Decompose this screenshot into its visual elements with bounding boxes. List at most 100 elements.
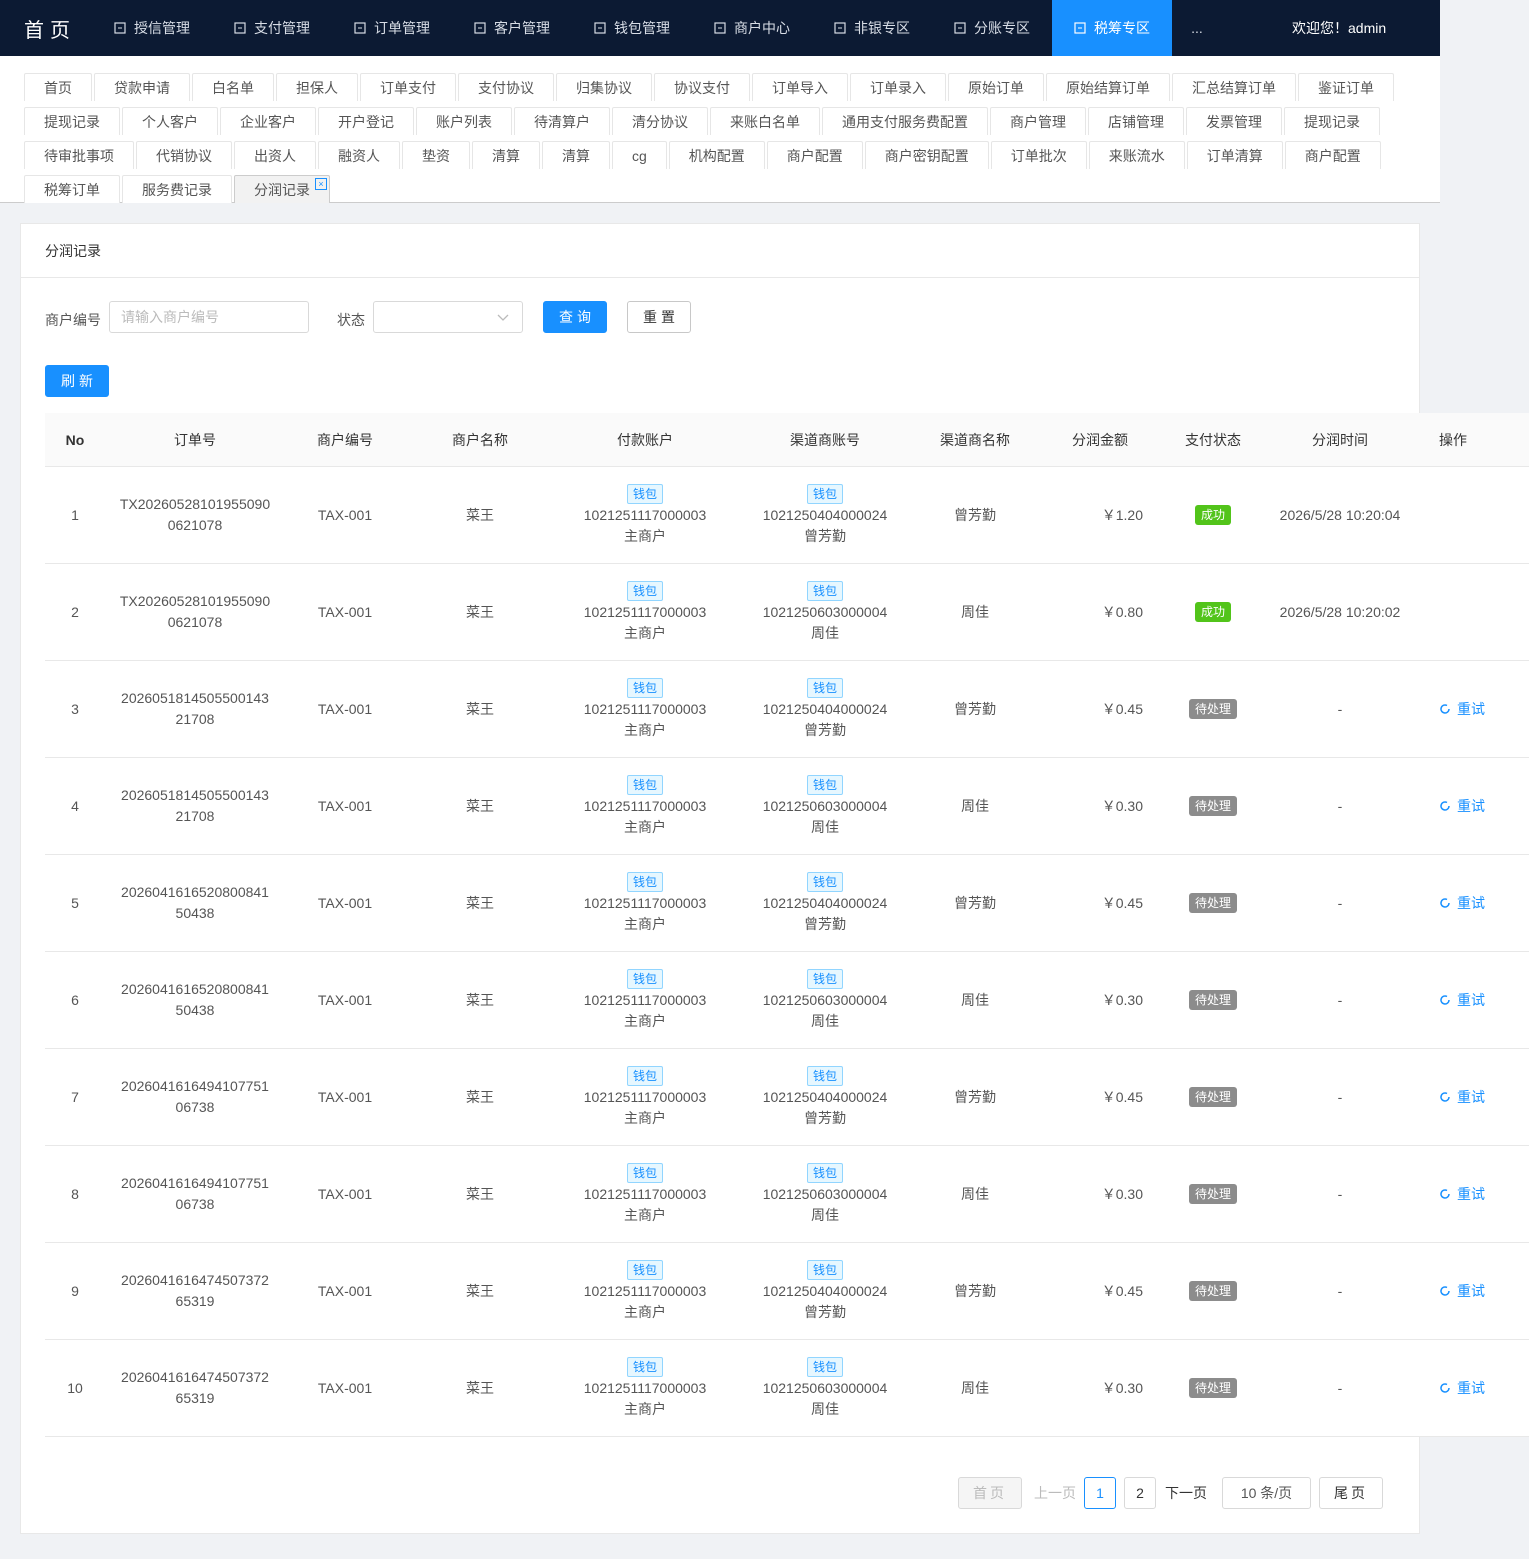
row-no: 7 <box>71 1089 79 1105</box>
page-number[interactable]: 2 <box>1124 1477 1156 1509</box>
tab[interactable]: 来账流水 <box>1088 141 1185 169</box>
time: 2026/5/28 10:20:04 <box>1279 507 1401 523</box>
tab[interactable]: 支付协议 <box>458 73 554 101</box>
tab[interactable]: 个人客户 <box>122 107 218 135</box>
retry-link[interactable]: 重试 <box>1439 1281 1485 1301</box>
tab[interactable]: 商户管理 <box>990 107 1086 135</box>
refresh-button[interactable]: 刷新 <box>45 365 109 397</box>
retry-link[interactable]: 重试 <box>1439 1087 1485 1107</box>
status-select[interactable] <box>373 301 523 333</box>
page-size[interactable]: 10 条/页 <box>1222 1477 1311 1509</box>
retry-text[interactable]: 重试 <box>1457 701 1485 717</box>
tab[interactable]: 机构配置 <box>668 141 765 169</box>
tab[interactable]: 订单录入 <box>850 73 946 101</box>
retry-link[interactable]: 重试 <box>1439 796 1485 816</box>
reset-button[interactable]: 重置 <box>627 301 691 333</box>
tab[interactable]: 贷款申请 <box>94 73 190 101</box>
nav-item[interactable]: 钱包管理 <box>572 0 692 56</box>
nav-item[interactable]: 分账专区 <box>932 0 1052 56</box>
tab[interactable]: 店铺管理 <box>1088 107 1184 135</box>
tab[interactable]: 清算 <box>542 141 610 169</box>
retry-text[interactable]: 重试 <box>1457 992 1485 1008</box>
tab[interactable]: 企业客户 <box>220 107 316 135</box>
query-button[interactable]: 查询 <box>543 301 607 333</box>
nav-item[interactable]: 商户中心 <box>692 0 812 56</box>
tab[interactable]: 商户密钥配置 <box>864 141 989 169</box>
tab[interactable]: 原始结算订单 <box>1046 73 1170 101</box>
action-cell: 重试 <box>1419 893 1509 913</box>
nav-item[interactable]: 税筹专区 <box>1052 0 1172 56</box>
tab[interactable]: 订单批次 <box>990 141 1087 169</box>
tab[interactable]: 归集协议 <box>556 73 652 101</box>
tab[interactable]: 担保人 <box>276 73 358 101</box>
next-page[interactable]: 下一页 <box>1165 1485 1207 1501</box>
action-cell: 重试 <box>1419 1184 1509 1204</box>
brand[interactable]: 首页 <box>24 19 76 42</box>
retry-text[interactable]: 重试 <box>1457 1283 1485 1299</box>
order-no: TX202605281019550900621078 <box>119 593 271 630</box>
tab[interactable]: 待审批事项 <box>24 141 134 169</box>
retry-link[interactable]: 重试 <box>1439 893 1485 913</box>
retry-text[interactable]: 重试 <box>1457 1089 1485 1105</box>
tab[interactable]: 白名单 <box>192 73 274 101</box>
tab[interactable]: 来账白名单 <box>710 107 820 135</box>
action-cell: 重试 <box>1419 1087 1509 1107</box>
amount: ￥0.30 <box>1101 1186 1143 1202</box>
tab[interactable]: 商户配置 <box>766 141 863 169</box>
tab[interactable]: 订单清算 <box>1186 141 1283 169</box>
tab[interactable]: 账户列表 <box>416 107 512 135</box>
tab[interactable]: 待清算户 <box>514 107 610 135</box>
retry-text[interactable]: 重试 <box>1457 895 1485 911</box>
nav-item[interactable]: 支付管理 <box>212 0 332 56</box>
merchant-name: 菜王 <box>466 1186 494 1202</box>
tab[interactable]: 清分协议 <box>612 107 708 135</box>
tab[interactable]: 税筹订单 <box>24 175 120 203</box>
retry-link[interactable]: 重试 <box>1439 699 1485 719</box>
tab[interactable]: 提现记录 <box>1284 107 1380 135</box>
nav-item[interactable]: 客户管理 <box>452 0 572 56</box>
account-name: 曾芳勤 <box>804 528 846 544</box>
retry-text[interactable]: 重试 <box>1457 1380 1485 1396</box>
amount: ￥0.45 <box>1101 1283 1143 1299</box>
status-tag: 待处理 <box>1188 796 1237 816</box>
status-cell: 待处理 <box>1165 796 1261 816</box>
retry-link[interactable]: 重试 <box>1439 1184 1485 1204</box>
table-row: 10 202604161647450737265319 TAX-001 菜王 钱包 102… <box>45 1340 1529 1437</box>
tab[interactable]: 鉴证订单 <box>1298 73 1394 101</box>
tab[interactable]: 协议支付 <box>654 73 750 101</box>
tag-wrap: 钱包 <box>735 580 915 602</box>
tab[interactable]: 分润记录 × <box>234 175 330 203</box>
last-page[interactable]: 尾页 <box>1319 1477 1383 1509</box>
nav-item[interactable]: 订单管理 <box>332 0 452 56</box>
tab[interactable]: 融资人 <box>318 141 400 169</box>
account-cell: 钱包 1021251117000003 主商户 <box>555 1065 735 1129</box>
tab[interactable]: 通用支付服务费配置 <box>822 107 988 135</box>
retry-text[interactable]: 重试 <box>1457 798 1485 814</box>
first-page[interactable]: 首页 <box>958 1477 1022 1509</box>
tab[interactable]: 出资人 <box>234 141 316 169</box>
retry-link[interactable]: 重试 <box>1439 1378 1485 1398</box>
tab-close[interactable]: × <box>315 178 327 190</box>
tab[interactable]: 服务费记录 <box>122 175 232 203</box>
tab[interactable]: 原始订单 <box>948 73 1044 101</box>
tab[interactable]: 汇总结算订单 <box>1172 73 1296 101</box>
retry-text[interactable]: 重试 <box>1457 1186 1485 1202</box>
tab[interactable]: 商户配置 <box>1284 141 1381 169</box>
page-number[interactable]: 1 <box>1084 1477 1116 1509</box>
tab[interactable]: 开户登记 <box>318 107 414 135</box>
tab[interactable]: cg <box>612 141 667 169</box>
tab[interactable]: 垫资 <box>402 141 470 169</box>
prev-page[interactable]: 上一页 <box>1034 1485 1076 1501</box>
tab[interactable]: 订单支付 <box>360 73 456 101</box>
tab[interactable]: 提现记录 <box>24 107 120 135</box>
merchant-input[interactable]: 请输入商户编号 <box>109 301 309 333</box>
nav-item[interactable]: 授信管理 <box>92 0 212 56</box>
nav-more[interactable]: ... <box>1191 20 1203 36</box>
tab[interactable]: 清算 <box>472 141 540 169</box>
tab[interactable]: 订单导入 <box>752 73 848 101</box>
tab[interactable]: 发票管理 <box>1186 107 1282 135</box>
tab[interactable]: 首页 <box>24 73 92 101</box>
nav-item[interactable]: 非银专区 <box>812 0 932 56</box>
tab[interactable]: 代销协议 <box>136 141 232 169</box>
retry-link[interactable]: 重试 <box>1439 990 1485 1010</box>
